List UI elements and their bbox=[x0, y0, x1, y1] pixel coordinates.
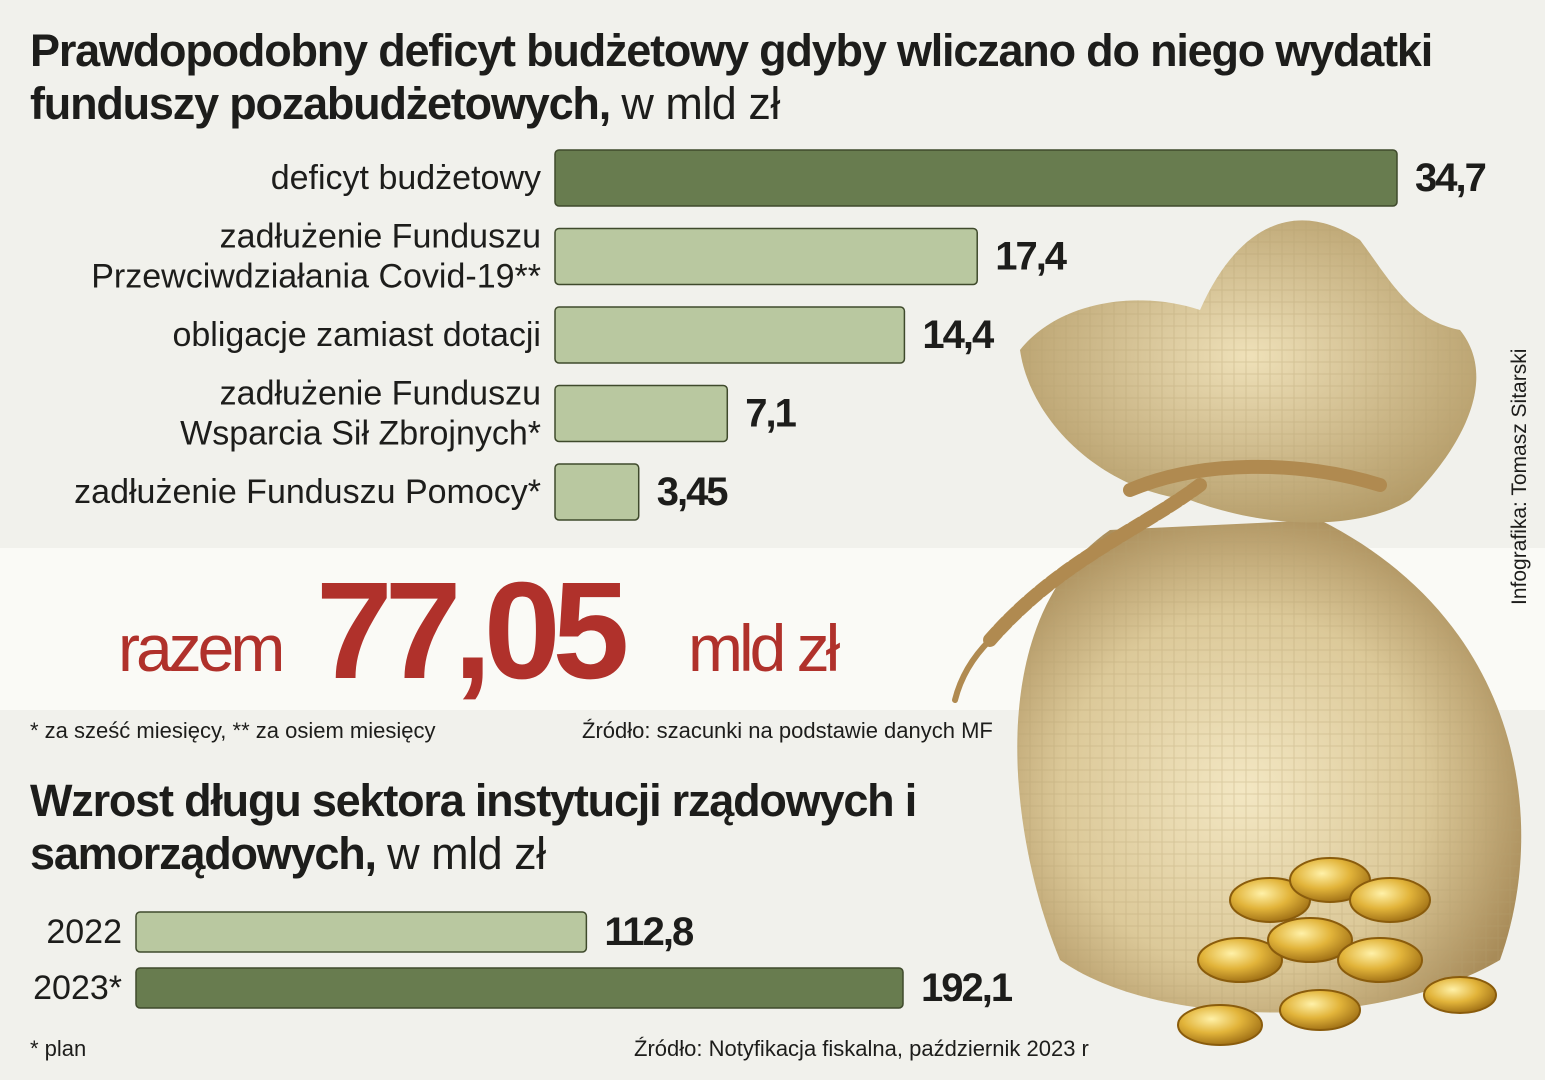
chart-1-category-label-3-line-1: Wsparcia Sił Zbrojnych* bbox=[180, 415, 541, 453]
chart-1-unit: w mld zł bbox=[621, 78, 780, 130]
chart-1-category-label-4: zadłużenie Funduszu Pomocy* bbox=[74, 473, 541, 511]
chart-1-value-label-1: 17,4 bbox=[995, 235, 1068, 279]
chart-1-category-label-1-line-1: Przewciwdziałania Covid-19** bbox=[91, 258, 541, 296]
total-unit: mld zł bbox=[688, 611, 840, 685]
chart-1-value-label-0: 34,7 bbox=[1415, 156, 1486, 200]
chart-1-category-label-2: obligacje zamiast dotacji bbox=[172, 316, 541, 354]
chart-1-source: Źródło: szacunki na podstawie danych MF bbox=[582, 718, 993, 743]
chart-1-title: Prawdopodobny deficyt budżetowy gdyby wl… bbox=[30, 24, 1510, 130]
chart-1-bar-2 bbox=[554, 306, 906, 364]
infographic-credit: Infografika: Tomasz Sitarski bbox=[1508, 348, 1531, 605]
chart-1-category-label-1-line-0: zadłużenie Funduszu bbox=[220, 218, 541, 256]
chart-2-bar-1 bbox=[135, 967, 904, 1009]
chart-2-bar-0 bbox=[135, 911, 588, 953]
chart-1-bar-0 bbox=[554, 149, 1398, 207]
chart-2-source: Źródło: Notyfikacja fiskalna, październi… bbox=[634, 1036, 1089, 1061]
chart-1-footnote: * za sześć miesięcy, ** za osiem miesięc… bbox=[30, 718, 436, 743]
chart-1-value-label-4: 3,45 bbox=[657, 470, 729, 514]
chart-1-bar-1 bbox=[554, 227, 978, 286]
rope bbox=[952, 459, 1387, 703]
total-label: razem bbox=[118, 611, 285, 685]
chart-1-title-text: Prawdopodobny deficyt budżetowy gdyby wl… bbox=[30, 25, 1433, 130]
chart-1-category-label-0: deficyt budżetowy bbox=[271, 159, 541, 197]
chart-2-title: Wzrost długu sektora instytucji rządowyc… bbox=[30, 774, 990, 880]
chart-1-value-label-3: 7,1 bbox=[745, 392, 796, 436]
chart-2-title-text: Wzrost długu sektora instytucji rządowyc… bbox=[30, 775, 917, 880]
chart-1-category-label-3-line-0: zadłużenie Funduszu bbox=[220, 375, 541, 413]
bag-neck bbox=[1020, 220, 1477, 523]
chart-2-value-label-0: 112,8 bbox=[604, 910, 694, 954]
chart-2-category-label-1: 2023* bbox=[33, 969, 122, 1007]
money-bag-illustration bbox=[952, 220, 1522, 1046]
chart-2-category-label-0: 2022 bbox=[46, 913, 122, 951]
chart-1-deficit-bars: deficyt budżetowy 34,7 zadłużenie Funduszu… bbox=[74, 149, 1488, 521]
chart-2-value-label-1: 192,1 bbox=[921, 966, 1013, 1010]
gold-coins bbox=[1177, 857, 1497, 1046]
chart-1-value-label-2: 14,4 bbox=[922, 313, 995, 357]
total-value: 77,05 bbox=[316, 554, 629, 708]
chart-2-unit: w mld zł bbox=[387, 828, 546, 880]
chart-1-bar-4 bbox=[554, 463, 640, 521]
chart-2-footnote: * plan bbox=[30, 1036, 87, 1061]
chart-1-bar-3 bbox=[554, 384, 729, 443]
